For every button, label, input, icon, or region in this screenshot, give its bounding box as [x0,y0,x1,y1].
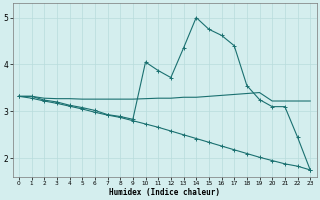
X-axis label: Humidex (Indice chaleur): Humidex (Indice chaleur) [109,188,220,197]
